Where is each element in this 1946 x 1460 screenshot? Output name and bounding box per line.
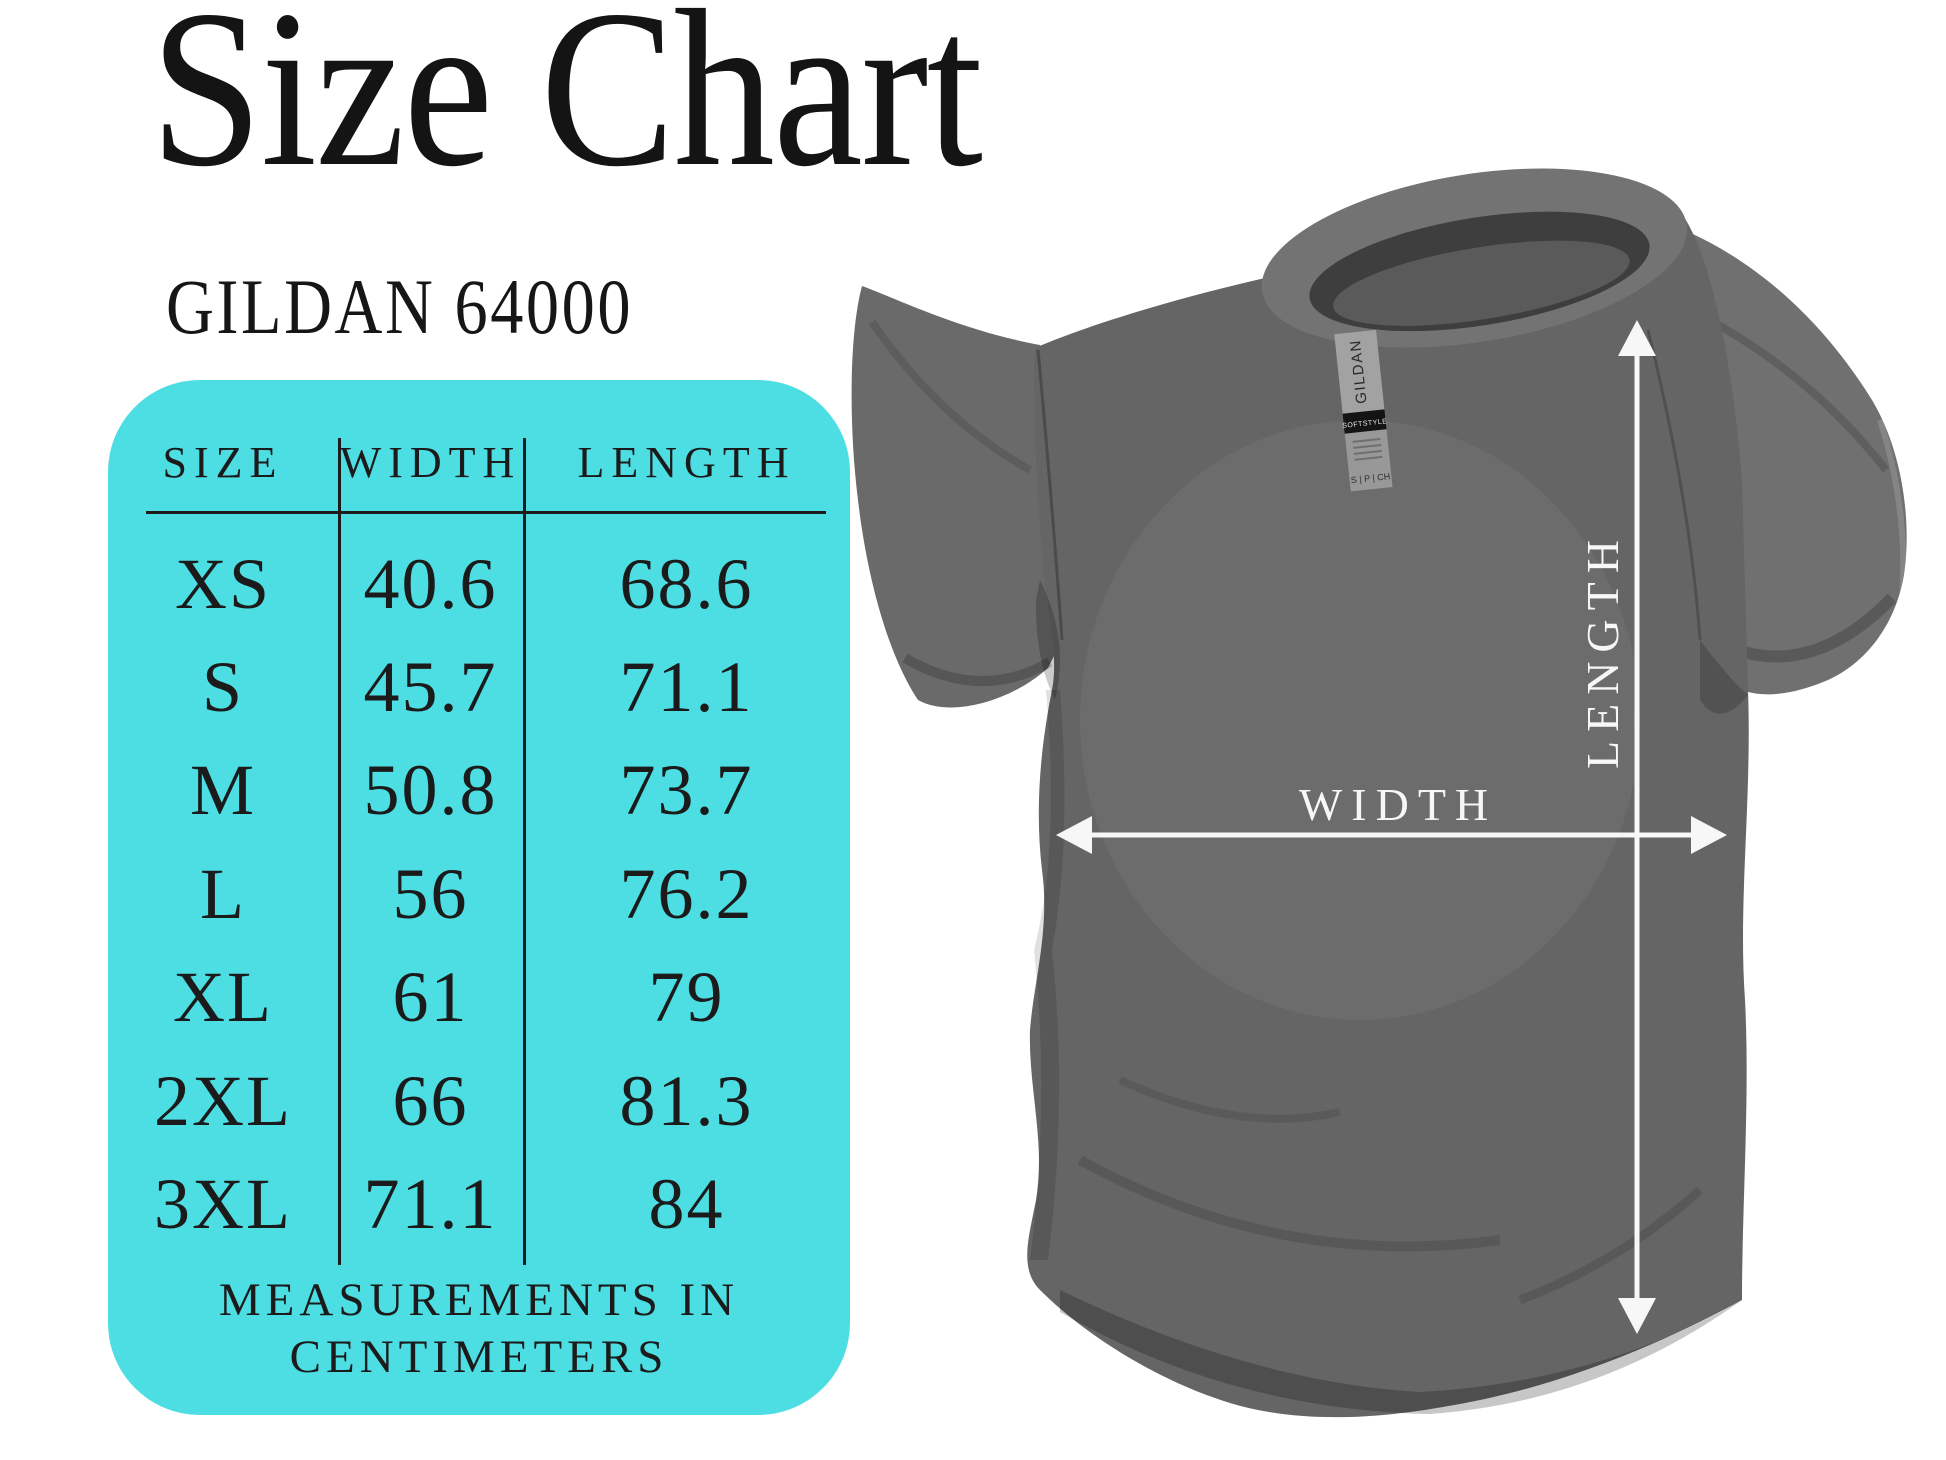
cell-length: 84 bbox=[648, 1164, 725, 1244]
cell-size: M bbox=[189, 750, 257, 830]
units-footnote-line2: CENTIMETERS bbox=[289, 1331, 669, 1383]
header-underline bbox=[146, 511, 826, 514]
cell-length: 76.2 bbox=[619, 854, 754, 934]
cell-size: 3XL bbox=[154, 1164, 292, 1244]
length-arrow-label: LENGTH bbox=[1577, 531, 1628, 769]
cell-width: 56 bbox=[392, 854, 469, 934]
cell-width: 40.6 bbox=[363, 544, 498, 624]
cell-length: 73.7 bbox=[619, 750, 754, 830]
cell-length: 68.6 bbox=[619, 544, 754, 624]
table-row: 3XL 71.1 84 bbox=[108, 1152, 850, 1256]
cell-size: S bbox=[201, 647, 245, 727]
table-row: S 45.7 71.1 bbox=[108, 635, 850, 739]
tshirt-body bbox=[1027, 190, 1749, 1418]
neck-tag-style: SOFTSTYLE bbox=[1342, 418, 1388, 430]
length-arrow bbox=[1618, 320, 1656, 1334]
units-footnote: MEASUREMENTS IN CENTIMETERS bbox=[108, 1272, 850, 1386]
column-divider-1 bbox=[338, 438, 341, 1265]
cell-size: L bbox=[200, 854, 246, 934]
width-arrow bbox=[1056, 816, 1727, 854]
neck-tag-brand: GILDAN bbox=[1347, 338, 1371, 404]
header-length: LENGTH bbox=[577, 438, 796, 487]
cell-width: 61 bbox=[392, 957, 469, 1037]
table-header-row: SIZE WIDTH LENGTH bbox=[108, 425, 850, 500]
cell-size: XS bbox=[174, 544, 272, 624]
cell-width: 45.7 bbox=[363, 647, 498, 727]
cell-length: 71.1 bbox=[619, 647, 754, 727]
header-size: SIZE bbox=[162, 438, 284, 487]
size-table-panel: SIZE WIDTH LENGTH XS 40.6 68.6 S 45.7 71… bbox=[108, 380, 850, 1415]
cell-width: 50.8 bbox=[363, 750, 498, 830]
neck-tag-sizes: S | P | CH bbox=[1350, 471, 1390, 485]
table-row: XL 61 79 bbox=[108, 945, 850, 1049]
cell-size: 2XL bbox=[154, 1061, 292, 1141]
neck-tag: GILDAN SOFTSTYLE S | P | CH bbox=[1334, 329, 1393, 492]
cell-size: XL bbox=[173, 957, 273, 1037]
table-row: L 56 76.2 bbox=[108, 842, 850, 946]
product-subtitle: GILDAN 64000 bbox=[166, 263, 634, 350]
table-row: M 50.8 73.7 bbox=[108, 738, 850, 842]
table-row: XS 40.6 68.6 bbox=[108, 532, 850, 636]
tshirt-collar bbox=[1261, 168, 1688, 348]
header-width: WIDTH bbox=[339, 438, 522, 487]
cell-width: 66 bbox=[392, 1061, 469, 1141]
page-title: Size Chart bbox=[150, 0, 983, 213]
column-divider-2 bbox=[523, 438, 526, 1265]
table-row: 2XL 66 81.3 bbox=[108, 1049, 850, 1153]
tshirt-left-sleeve bbox=[851, 286, 1062, 708]
cell-length: 79 bbox=[648, 957, 725, 1037]
units-footnote-line1: MEASUREMENTS IN bbox=[218, 1274, 740, 1326]
cell-width: 71.1 bbox=[363, 1164, 498, 1244]
cell-length: 81.3 bbox=[619, 1061, 754, 1141]
width-arrow-label: WIDTH bbox=[1298, 779, 1498, 830]
